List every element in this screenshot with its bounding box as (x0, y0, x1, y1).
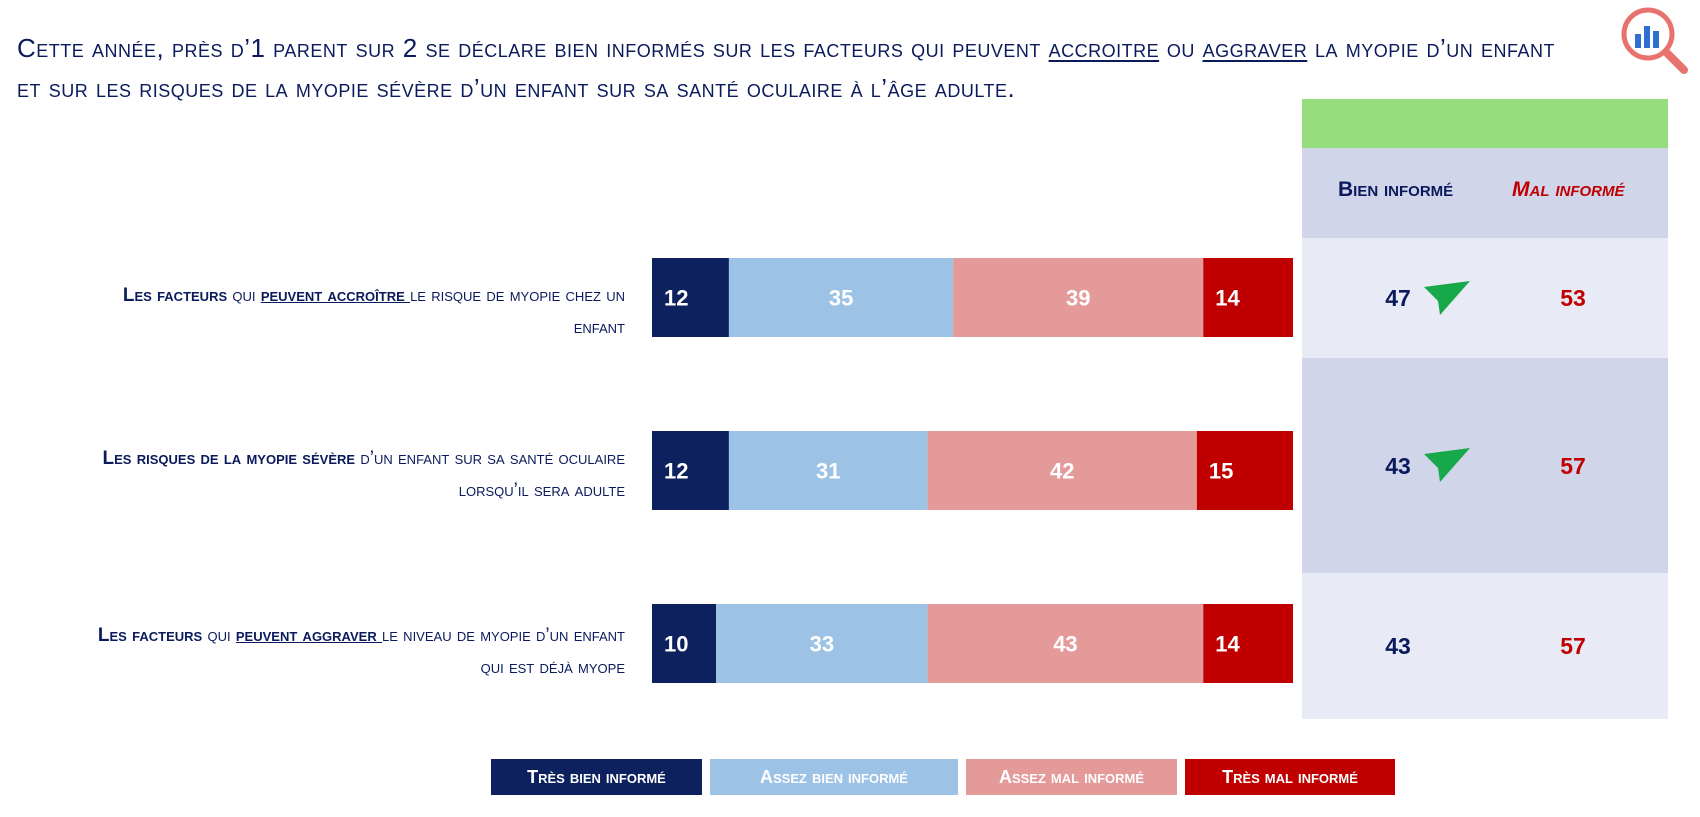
title-text-1: Cette année, près d’1 parent sur 2 se dé… (17, 33, 1049, 63)
bar-segment-tres-mal-row-2 (1196, 431, 1293, 510)
summary-row-1-bg (1302, 238, 1668, 358)
bar-label-assez-bien-row-3: 33 (810, 632, 834, 657)
bar-label-tres-bien-row-2: 12 (664, 459, 688, 484)
row-label-text: d’un enfant sur sa santé oculaire (355, 448, 625, 469)
row-label-line2: qui est déjà myope (480, 657, 625, 678)
bar-label-assez-mal-row-3: 43 (1053, 632, 1077, 657)
row-label-line2: lorsqu’il sera adulte (458, 480, 625, 501)
header-mal-informe: Mal informé (1512, 178, 1625, 201)
mal-informe-value-3: 57 (1560, 633, 1586, 659)
row-label-text: qui (227, 285, 261, 306)
bar-label-tres-mal-row-1: 14 (1215, 286, 1240, 311)
bien-informe-value-1: 47 (1385, 285, 1411, 311)
row-label-1: Les facteurs qui peuvent accroître le ri… (20, 280, 625, 344)
title-text-2: ou (1159, 33, 1203, 63)
summary-panel-header (1302, 148, 1668, 238)
page-title: Cette année, près d’1 parent sur 2 se dé… (17, 28, 1577, 108)
row-label-text: le risque de myopie chez un (410, 285, 625, 306)
bar-segment-assez-mal-row-3 (927, 604, 1204, 683)
row-label-bold: Les risques de la myopie sévère (102, 448, 356, 469)
row-label-underlined: peuvent accroître (260, 285, 411, 306)
summary-row-2-bg (1302, 358, 1668, 573)
row-label-line2: enfant (573, 317, 625, 338)
title-line-2: et sur les risques de la myopie sévère d… (17, 73, 1016, 103)
title-underlined-aggraver: aggraver (1202, 33, 1308, 63)
row-label-bold: Les facteurs (122, 285, 228, 306)
magnifier-chart-icon (1618, 4, 1690, 76)
row-label-text: qui (202, 625, 236, 646)
row-label-text: le niveau de myopie d’un enfant (382, 625, 625, 646)
summary-row-3-bg (1302, 573, 1668, 719)
row-label-3: Les facteurs qui peuvent aggraver le niv… (20, 620, 625, 684)
legend-tres-mal-informe: Très mal informé (1185, 759, 1395, 795)
bien-informe-value-2: 43 (1385, 453, 1411, 479)
bar-segment-assez-bien-row-2 (728, 431, 928, 510)
bar-label-tres-bien-row-1: 12 (664, 286, 688, 311)
bar-label-assez-mal-row-1: 39 (1066, 286, 1090, 311)
green-up-arrow-icon (1424, 448, 1470, 482)
bar-label-assez-bien-row-1: 35 (829, 286, 853, 311)
bar-segment-tres-bien-row-3 (652, 604, 717, 683)
bar-segment-assez-mal-row-2 (927, 431, 1197, 510)
bar-segment-tres-bien-row-2 (652, 431, 729, 510)
legend-tres-bien-informe: Très bien informé (491, 759, 702, 795)
title-underlined-accroitre: accroitre (1048, 33, 1160, 63)
bar-label-tres-mal-row-3: 14 (1215, 632, 1240, 657)
green-up-arrow-icon (1424, 281, 1470, 315)
bien-informe-value-3: 43 (1385, 633, 1411, 659)
bar-segment-tres-mal-row-3 (1203, 604, 1293, 683)
bar-segment-assez-bien-row-1 (728, 258, 954, 337)
bar-label-assez-bien-row-2: 31 (816, 459, 840, 484)
row-label-underlined: peuvent aggraver (235, 625, 382, 646)
bar-segment-assez-bien-row-3 (716, 604, 928, 683)
bar-segment-tres-bien-row-1 (652, 258, 729, 337)
legend-assez-mal-informe: Assez mal informé (966, 759, 1177, 795)
bar-segment-tres-mal-row-1 (1203, 258, 1293, 337)
summary-panel-top-band (1302, 99, 1668, 148)
row-label-2: Les risques de la myopie sévère d’un enf… (20, 443, 626, 507)
bar-label-tres-mal-row-2: 15 (1209, 459, 1233, 484)
title-text-3: la myopie d’un enfant (1307, 33, 1555, 63)
bar-label-tres-bien-row-3: 10 (664, 632, 688, 657)
header-bien-informe: Bien informé (1338, 178, 1454, 201)
mal-informe-value-2: 57 (1560, 453, 1586, 479)
bar-segment-assez-mal-row-1 (953, 258, 1204, 337)
legend-assez-bien-informe: Assez bien informé (710, 759, 958, 795)
row-label-bold: Les facteurs (97, 625, 203, 646)
mal-informe-value-1: 53 (1560, 285, 1586, 311)
bar-label-assez-mal-row-2: 42 (1050, 459, 1074, 484)
